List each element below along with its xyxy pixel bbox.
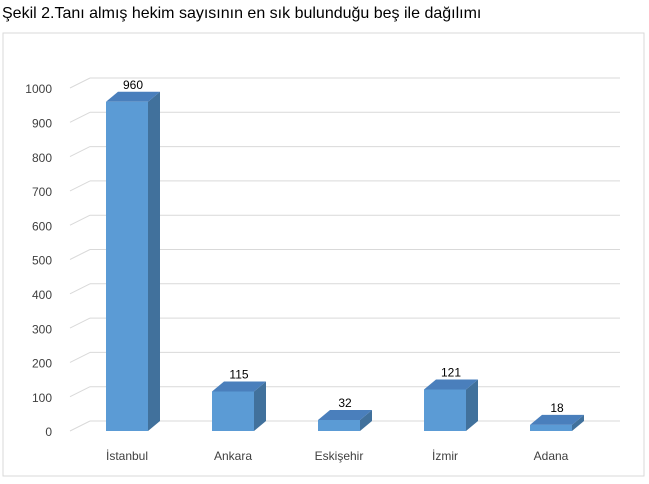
grid-line — [69, 111, 91, 123]
y-tick-label: 0 — [45, 425, 52, 439]
y-tick-label: 800 — [32, 151, 52, 165]
grid-line — [69, 386, 91, 398]
x-tick-label: Adana — [534, 449, 569, 463]
bar-top — [106, 91, 160, 102]
bar-side — [466, 379, 478, 431]
bar — [530, 414, 584, 431]
bar-front — [424, 389, 466, 431]
bar-top — [318, 410, 372, 421]
bar-top — [530, 414, 584, 425]
bar-side — [254, 381, 266, 431]
bar-front — [106, 101, 148, 431]
x-tick-label: Eskişehir — [315, 449, 364, 463]
chart-frame — [2, 32, 645, 477]
value-label: 32 — [338, 396, 352, 410]
x-tick-label: Ankara — [214, 449, 252, 463]
grid-line — [69, 180, 91, 192]
grid-line — [69, 146, 91, 158]
grid-line — [69, 249, 91, 260]
bar-front — [530, 424, 572, 431]
y-tick-label: 1000 — [25, 82, 52, 96]
y-tick-label: 700 — [32, 185, 52, 199]
value-label: 121 — [441, 366, 461, 380]
y-tick-label: 600 — [32, 219, 52, 233]
bar — [106, 91, 160, 431]
y-tick-label: 300 — [32, 322, 52, 336]
value-label: 115 — [229, 368, 248, 382]
grid-line — [69, 317, 91, 329]
bar-side — [572, 414, 584, 431]
y-tick-label: 500 — [32, 254, 52, 268]
bar-top — [212, 381, 266, 392]
bar-side — [148, 91, 160, 431]
grid-line — [69, 351, 91, 363]
x-tick-label: İzmir — [432, 449, 458, 463]
bar-front — [318, 420, 360, 431]
bar — [318, 410, 372, 431]
chart-title: Şekil 2.Tanı almış hekim sayısının en sı… — [2, 5, 481, 22]
grid-line — [69, 283, 91, 295]
y-tick-label: 900 — [32, 116, 52, 130]
bar-front — [212, 391, 254, 431]
bar — [212, 381, 266, 431]
value-label: 18 — [550, 401, 564, 415]
x-tick-label: İstanbul — [106, 449, 148, 463]
value-label: 960 — [123, 78, 143, 92]
grid-line — [69, 77, 91, 89]
bar — [424, 379, 478, 431]
y-tick-label: 100 — [32, 391, 52, 405]
y-tick-label: 200 — [32, 357, 52, 371]
grid-line — [69, 420, 91, 432]
bar-top — [424, 379, 478, 390]
grid-line — [69, 214, 91, 226]
bar-side — [360, 410, 372, 431]
y-tick-label: 400 — [32, 288, 52, 302]
